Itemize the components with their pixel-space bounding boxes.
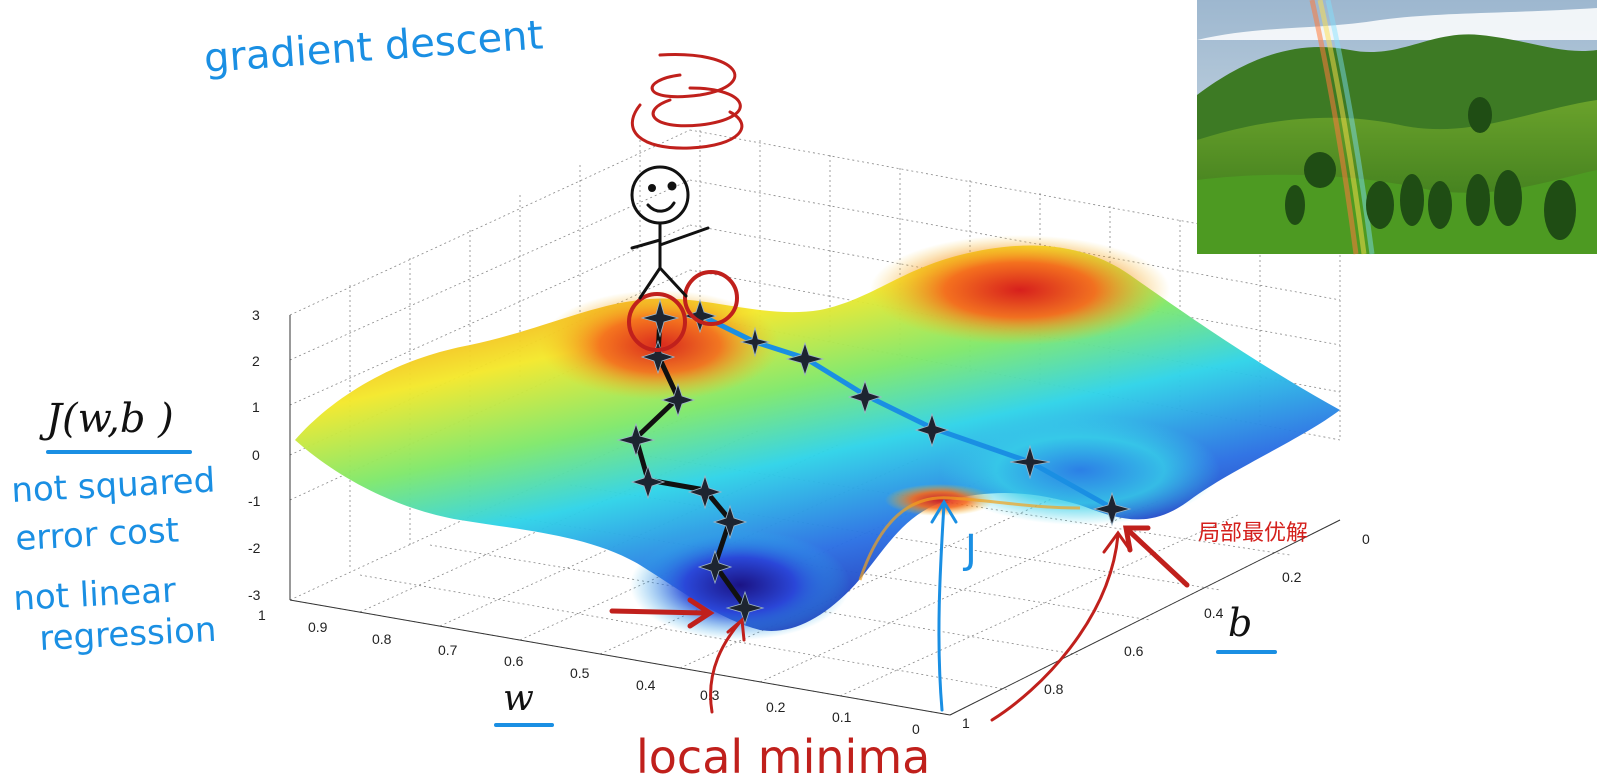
step-marker <box>660 382 696 418</box>
step-marker <box>640 339 676 375</box>
annotation-underlines <box>46 450 1277 727</box>
start-point-circles <box>627 270 739 352</box>
note-not-squared-line1: not squared <box>10 460 216 511</box>
b-axis: 0 0.2 0.4 0.6 0.8 1 <box>949 519 1370 731</box>
step-marker <box>739 326 771 358</box>
j-height-arrow <box>930 499 958 712</box>
b-tick-label: 0.4 <box>1204 605 1224 621</box>
z-tick-label: 0 <box>252 447 260 463</box>
w-axis-label: w <box>503 678 534 719</box>
z-tick-label: -2 <box>248 540 261 556</box>
z-tick-label: 3 <box>252 307 260 323</box>
z-axis-tick-0: 3 <box>252 307 260 323</box>
w-tick-label: 0 <box>912 721 920 737</box>
chinese-note: 局部最优解 <box>1198 521 1308 546</box>
step-marker <box>1092 491 1132 527</box>
j-label: J <box>962 527 977 573</box>
step-marker <box>785 341 825 377</box>
b-tick-label: 0.8 <box>1044 681 1064 697</box>
w-tick-label: 0.7 <box>438 642 458 658</box>
step-marker <box>725 590 765 626</box>
step-marker <box>640 298 680 338</box>
step-markers <box>616 298 1132 626</box>
note-not-linear-line1: not linear <box>12 571 177 619</box>
step-marker <box>847 379 883 415</box>
z-tick-label: 2 <box>252 353 260 369</box>
step-marker <box>630 464 666 500</box>
w-tick-label: 0.6 <box>504 653 524 669</box>
dizzy-spiral-icon <box>630 53 744 150</box>
step-marker <box>1009 444 1051 480</box>
stick-figure-icon <box>630 165 710 300</box>
w-axis: 1 0.9 0.8 0.7 0.6 0.5 0.4 0.3 0.2 0.1 0 <box>258 599 951 737</box>
w-tick-label: 0.5 <box>570 665 590 681</box>
note-not-linear-line2: regression <box>38 610 217 659</box>
step-marker <box>687 474 723 510</box>
local-minima-label: local minima <box>636 730 930 780</box>
b-axis-label: b <box>1228 601 1252 645</box>
w-tick-label: 0.2 <box>766 699 786 715</box>
b-tick-label: 0.2 <box>1282 569 1302 585</box>
w-tick-label: 0.8 <box>372 631 392 647</box>
b-tick-label: 1 <box>962 715 970 731</box>
note-not-squared-line2: error cost <box>14 510 180 559</box>
z-tick-label: -1 <box>248 493 261 509</box>
w-tick-label: 0.4 <box>636 677 656 693</box>
cost-function-label: J(w,b ) <box>39 396 174 442</box>
step-marker <box>697 549 733 585</box>
step-marker <box>914 412 950 448</box>
w-tick-label: 0.1 <box>832 709 852 725</box>
b-tick-label: 0.6 <box>1124 643 1144 659</box>
z-tick-label: -3 <box>248 587 261 603</box>
b-tick-label: 0 <box>1362 531 1370 547</box>
z-tick-label: 1 <box>252 399 260 415</box>
local-minima-arrows <box>609 525 1190 722</box>
w-tick-label: 1 <box>258 607 266 623</box>
z-axis: 3 2 1 0 -1 -2 -3 <box>248 307 291 603</box>
step-marker <box>712 504 748 540</box>
step-marker <box>616 422 656 458</box>
w-tick-label: 0.9 <box>308 619 328 635</box>
gradient-descent-heading: gradient descent <box>202 12 544 82</box>
landscape-rainbow-icon <box>1197 0 1597 255</box>
